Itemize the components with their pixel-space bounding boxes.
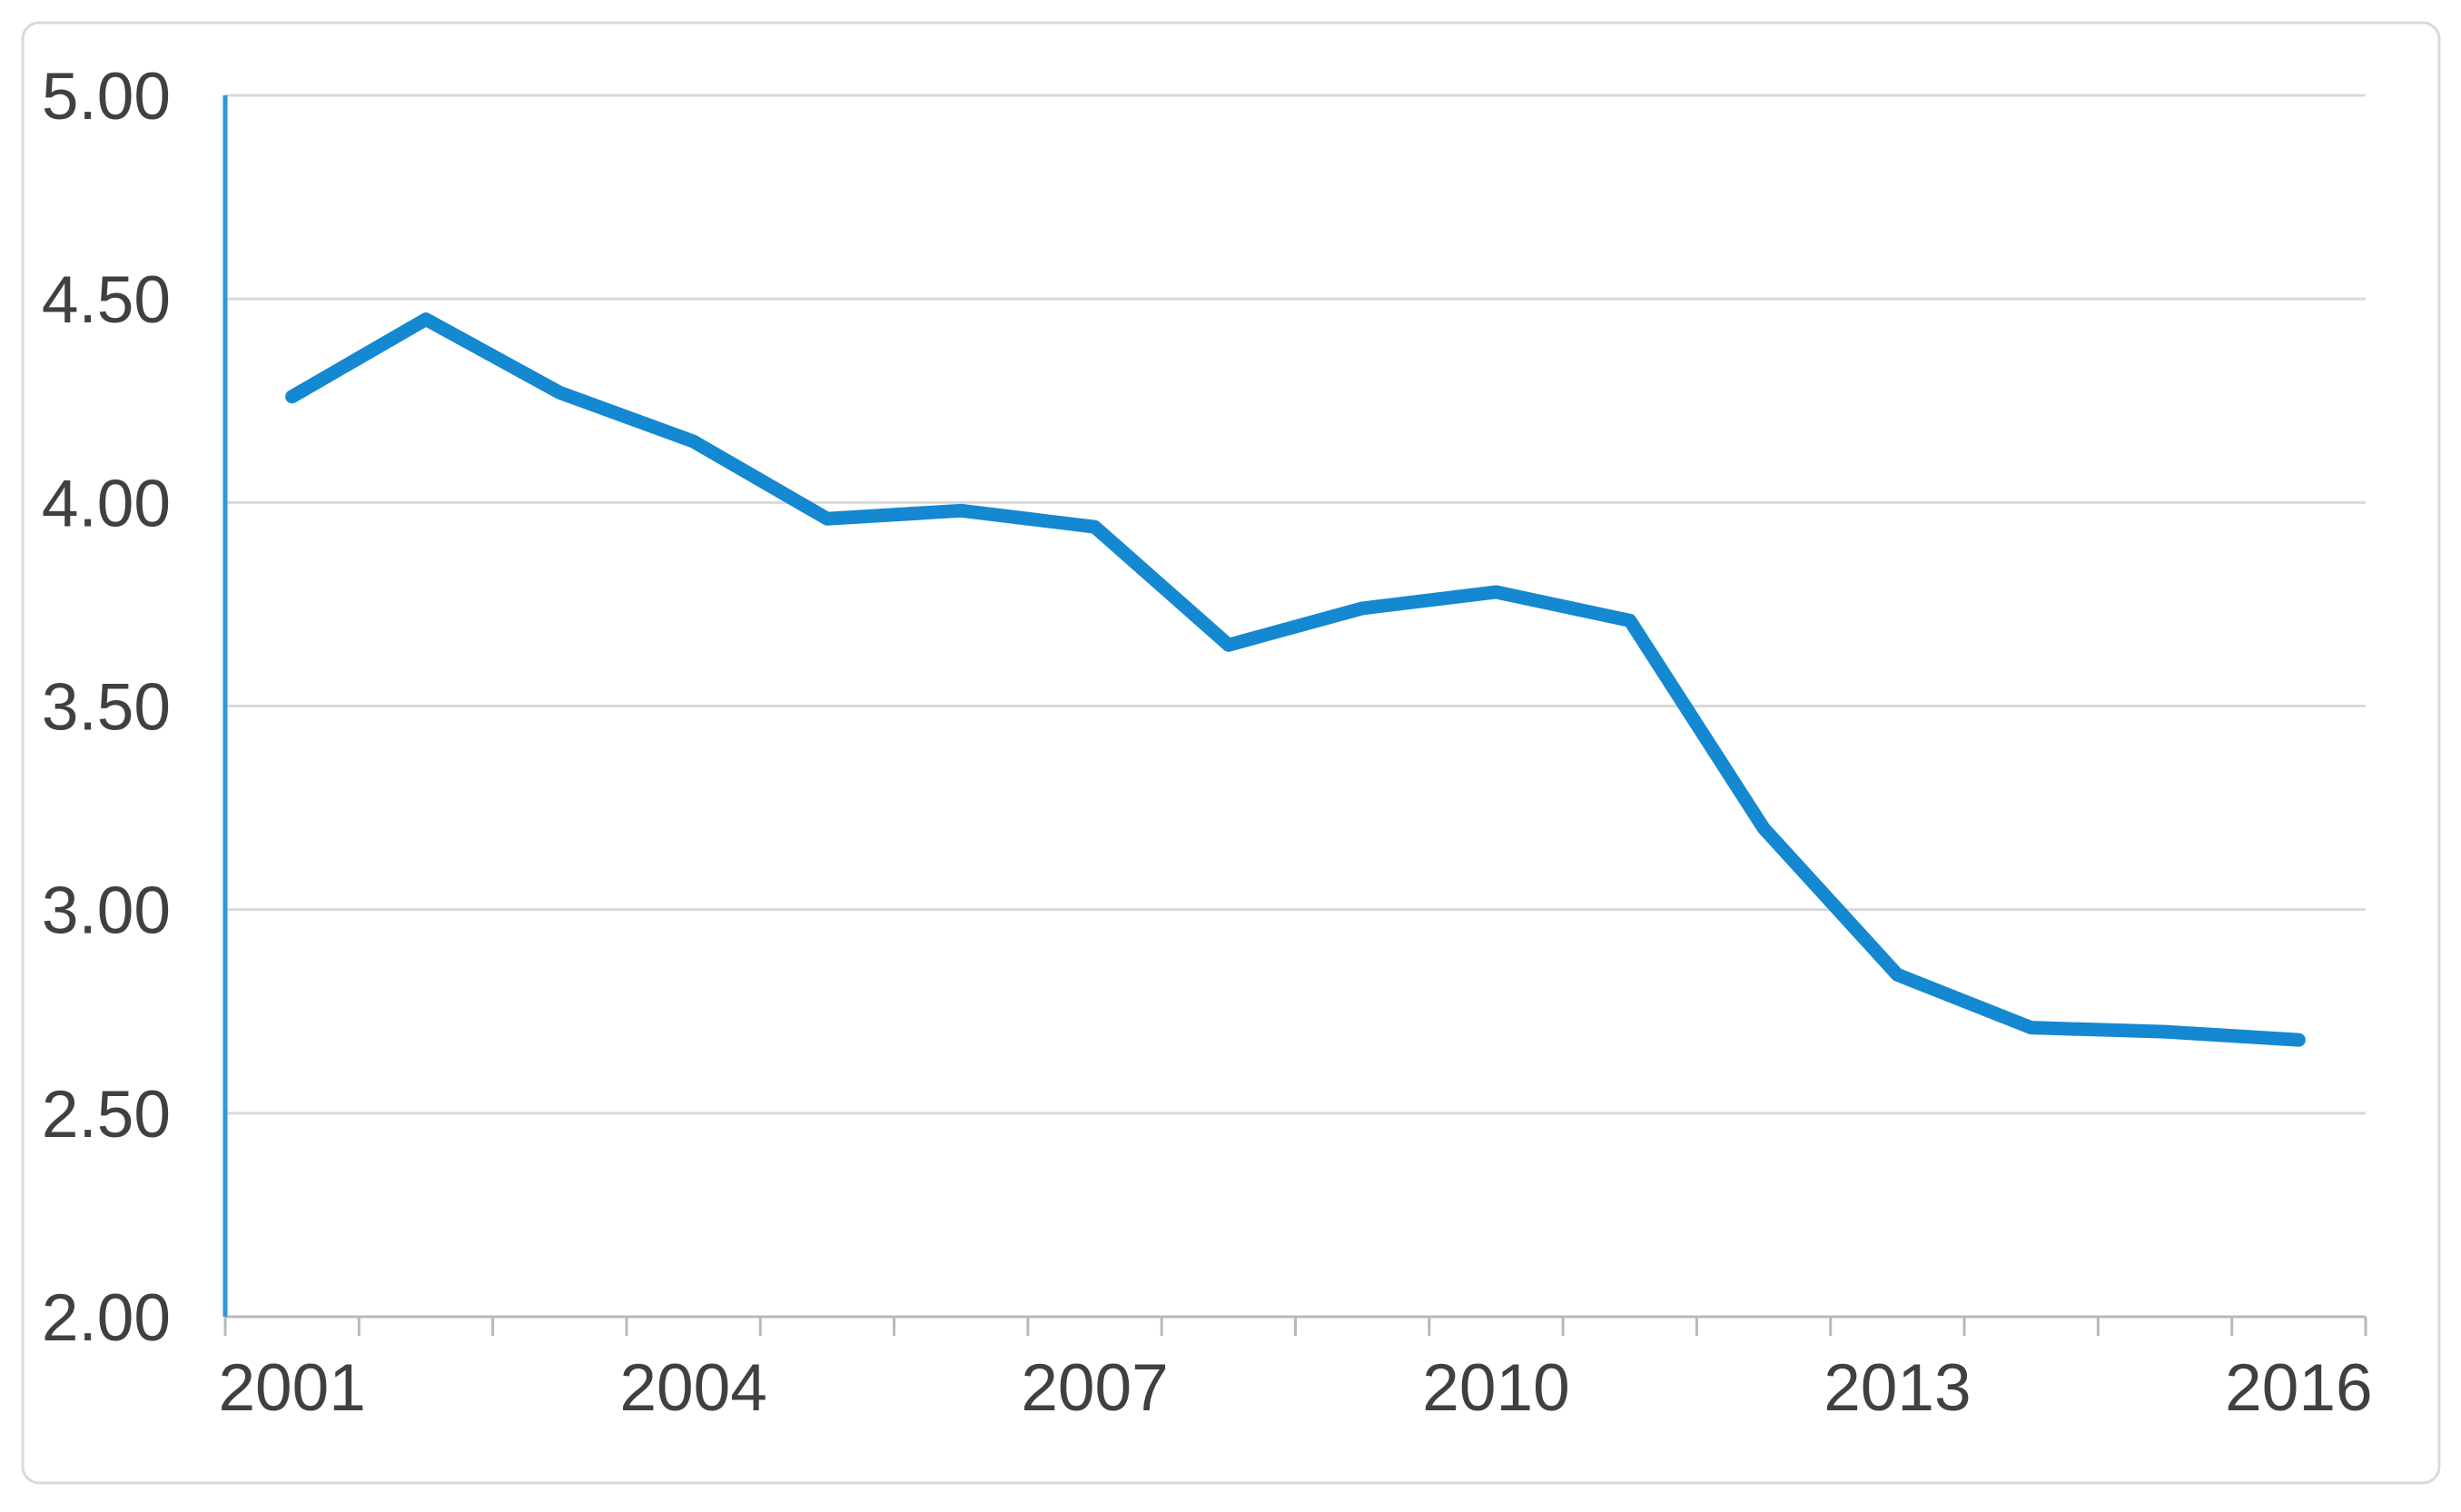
y-axis-labels-group: 5.00 4.50 4.00 3.50 3.00 2.50 2.00 xyxy=(42,60,171,1355)
x-tick-label-2001: 2001 xyxy=(218,1351,365,1425)
x-tick-label-2013: 2013 xyxy=(1824,1351,1971,1425)
x-tick-label-2010: 2010 xyxy=(1422,1351,1569,1425)
y-tick-label-2.00: 2.00 xyxy=(42,1281,171,1355)
y-tick-label-3.50: 3.50 xyxy=(42,671,171,745)
x-axis-labels-group: 2001 2004 2007 2010 2013 2016 xyxy=(218,1351,2372,1425)
x-tick-label-2016: 2016 xyxy=(2225,1351,2372,1425)
y-tick-label-4.50: 4.50 xyxy=(42,263,171,337)
chart-border xyxy=(21,21,2441,1485)
x-axis-group xyxy=(223,1315,2367,1336)
x-tick-label-2004: 2004 xyxy=(619,1351,766,1425)
y-tick-label-2.50: 2.50 xyxy=(42,1078,171,1151)
x-tick-label-2007: 2007 xyxy=(1021,1351,1168,1425)
data-line-series-1 xyxy=(285,312,2306,1047)
y-tick-label-3.00: 3.00 xyxy=(42,875,171,948)
gridlines-group xyxy=(225,94,2366,1115)
y-tick-label-4.00: 4.00 xyxy=(42,467,171,540)
y-tick-label-5.00: 5.00 xyxy=(42,60,171,133)
